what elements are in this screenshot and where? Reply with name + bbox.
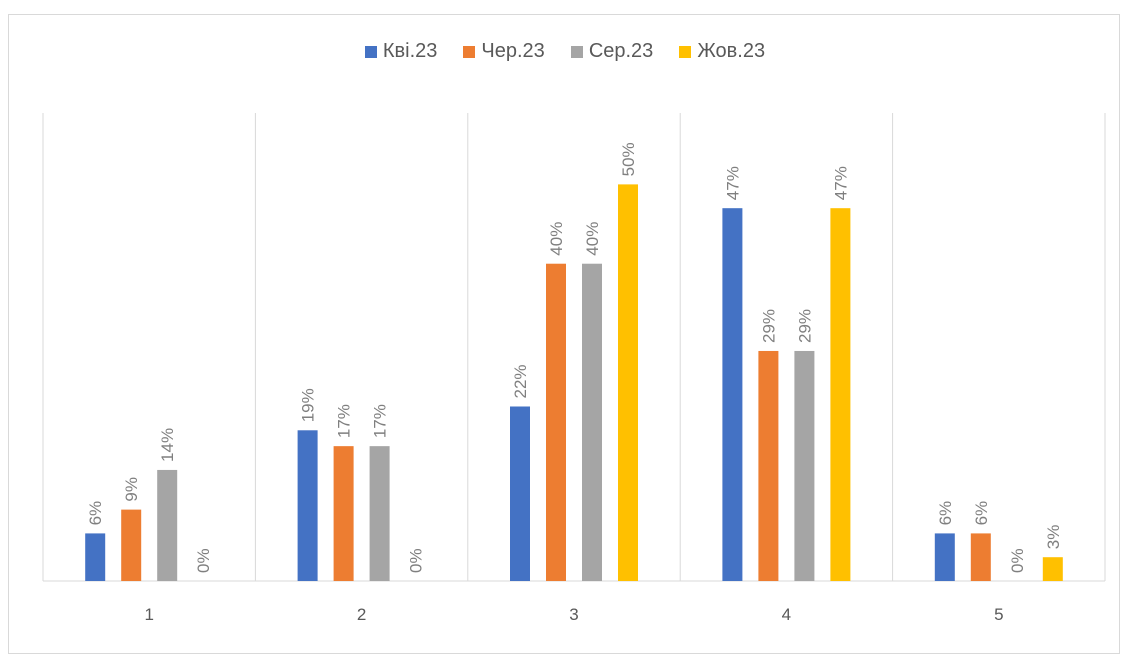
data-label: 47% (831, 166, 850, 200)
bar (157, 469, 178, 581)
legend-item-cher: Чер.23 (463, 40, 545, 63)
data-label: 29% (759, 309, 778, 343)
data-label: 17% (335, 404, 354, 438)
x-tick-label: 5 (994, 605, 1003, 624)
data-label: 3% (1044, 525, 1063, 550)
data-label: 6% (936, 501, 955, 526)
bar (85, 533, 106, 581)
bar (510, 406, 530, 581)
bar (1042, 557, 1063, 581)
legend-item-ser: Сер.23 (570, 40, 654, 63)
bar (970, 533, 991, 581)
data-label: 6% (86, 501, 105, 526)
data-label: 17% (371, 404, 390, 438)
legend-item-zhov: Жов.23 (679, 40, 765, 63)
legend-swatch-zhov (679, 45, 692, 58)
data-label: 0% (194, 548, 213, 573)
legend-swatch-cher (463, 45, 476, 58)
bar (722, 208, 743, 581)
legend-swatch-kvi (364, 45, 377, 58)
data-label: 22% (511, 364, 530, 398)
bar (369, 446, 390, 581)
legend-item-kvi: Кві.23 (364, 40, 438, 63)
data-label: 40% (583, 222, 602, 256)
data-label: 14% (158, 428, 177, 462)
data-label: 9% (122, 477, 141, 502)
data-label: 0% (407, 548, 426, 573)
legend-label-kvi: Кві.23 (382, 40, 438, 62)
data-label: 6% (972, 501, 991, 526)
bar (121, 509, 142, 581)
chart-legend: Кві.23 Чер.23 Сер.23 Жов.23 (0, 40, 1130, 63)
bar (618, 184, 638, 581)
x-tick-label: 2 (357, 605, 366, 624)
x-tick-label: 3 (569, 605, 578, 624)
bar (830, 208, 851, 581)
bar (546, 263, 566, 581)
bar (333, 446, 354, 581)
legend-label-ser: Сер.23 (588, 40, 654, 62)
data-label: 19% (299, 388, 318, 422)
bar (297, 430, 318, 581)
data-label: 50% (619, 142, 638, 176)
data-label: 47% (723, 166, 742, 200)
bar (794, 350, 815, 581)
x-tick-label: 4 (782, 605, 791, 624)
x-tick-label: 1 (144, 605, 153, 624)
legend-swatch-ser (570, 45, 583, 58)
data-label: 29% (795, 309, 814, 343)
bar (934, 533, 955, 581)
bar (582, 263, 602, 581)
data-label: 40% (547, 222, 566, 256)
legend-label-cher: Чер.23 (481, 40, 545, 62)
bar (758, 350, 779, 581)
data-label: 0% (1008, 548, 1027, 573)
legend-label-zhov: Жов.23 (697, 40, 766, 62)
